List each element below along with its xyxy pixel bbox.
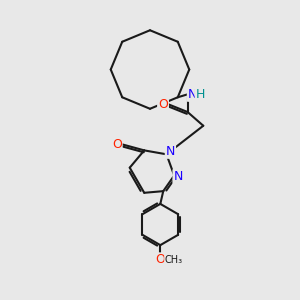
Text: H: H: [196, 88, 205, 101]
Text: N: N: [173, 170, 183, 183]
Text: N: N: [166, 145, 175, 158]
Text: N: N: [188, 88, 197, 101]
Text: O: O: [112, 138, 122, 151]
Text: CH₃: CH₃: [165, 255, 183, 265]
Text: O: O: [155, 253, 165, 266]
Text: O: O: [158, 98, 168, 111]
